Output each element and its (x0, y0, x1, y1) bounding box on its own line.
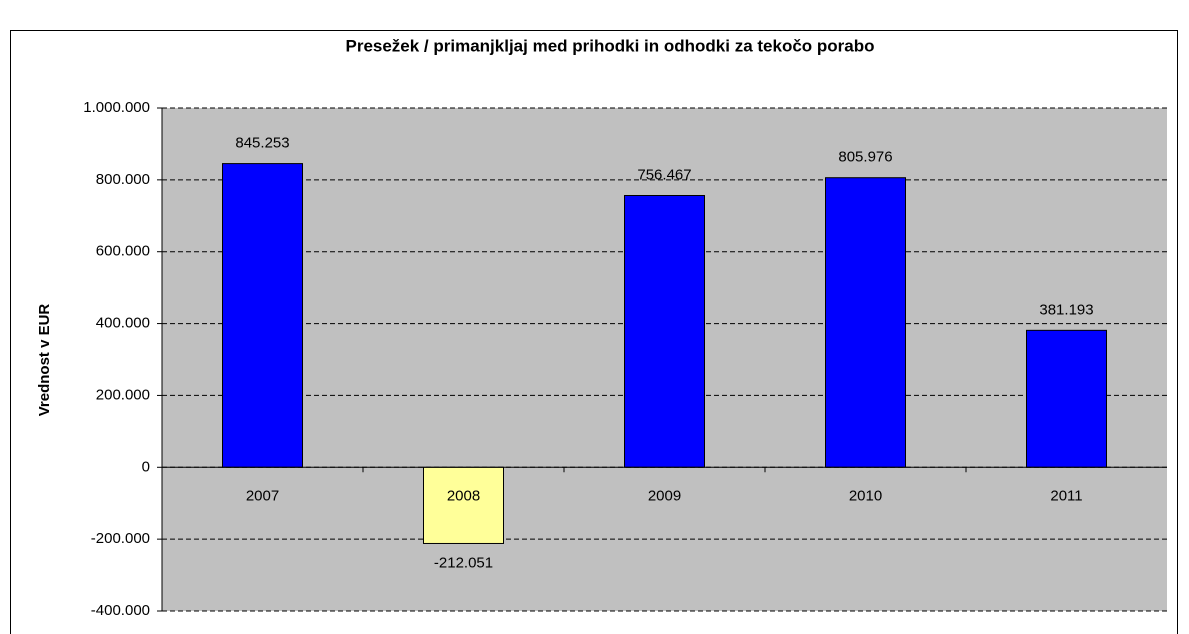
data-label: 805.976 (838, 149, 892, 166)
x-tick-label: 2011 (1050, 487, 1082, 504)
y-tick-label: 200.000 (96, 386, 150, 403)
x-tick-label: 2009 (648, 487, 681, 504)
x-tick-label: 2008 (447, 487, 480, 504)
x-tick-label: 2010 (849, 487, 882, 504)
data-label: 381.193 (1039, 301, 1093, 318)
y-tick-label: 1.000.000 (83, 99, 150, 116)
y-tick-label: 800.000 (96, 171, 150, 188)
y-tick-label: 0 (142, 458, 150, 475)
bar (825, 177, 906, 468)
bar (423, 466, 504, 544)
data-label: 845.253 (235, 135, 289, 152)
chart-title: Presežek / primanjkljaj med prihodki in … (345, 36, 874, 55)
bar (222, 163, 303, 468)
bar (624, 194, 705, 468)
y-tick-label: 600.000 (96, 243, 150, 260)
y-axis-label: Vrednost v EUR (36, 304, 53, 417)
x-tick-label: 2007 (246, 487, 279, 504)
y-tick-label: -200.000 (91, 530, 150, 547)
bar (1026, 329, 1107, 468)
y-tick-label: -400.000 (91, 602, 150, 619)
data-label: -212.051 (434, 554, 493, 571)
y-tick-label: 400.000 (96, 315, 150, 332)
data-label: 756.467 (637, 166, 691, 183)
